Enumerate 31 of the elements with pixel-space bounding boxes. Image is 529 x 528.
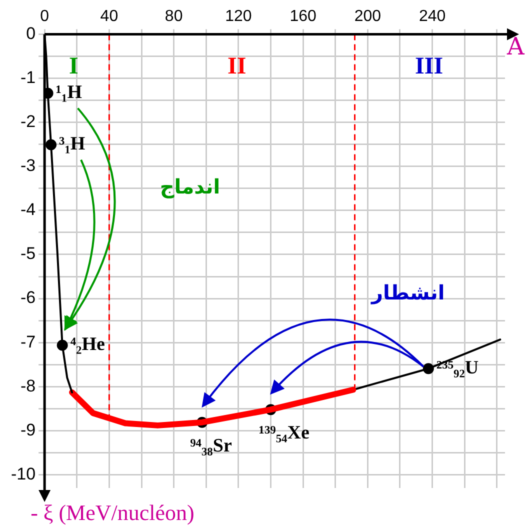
data-label: ³₁H	[59, 134, 86, 155]
x-tick-label: 120	[225, 8, 252, 26]
x-axis-title: A	[506, 32, 525, 60]
x-tick-label: 160	[290, 8, 316, 26]
y-tick-label: -1	[20, 68, 36, 87]
data-label: ⁴₂He	[70, 334, 105, 356]
y-tick-label: -8	[20, 376, 36, 396]
y-tick-label: 0	[26, 24, 36, 43]
data-label: ¹³⁹₅₄Xe	[258, 422, 310, 444]
y-tick-label: -3	[20, 156, 36, 176]
y-tick-label: -2	[20, 112, 36, 132]
annotation: انشطار	[370, 280, 445, 304]
y-tick-label: -9	[20, 420, 36, 440]
x-tick-label: 200	[354, 8, 382, 26]
y-tick-label: -10	[10, 464, 36, 484]
text: - ξ (MeV/nucléon)	[30, 500, 194, 525]
annotation: I	[68, 53, 78, 80]
y-tick-label: -4	[20, 200, 36, 220]
x-tick-label: 40	[100, 8, 118, 26]
y-tick-label: -6	[20, 288, 36, 308]
x-tick-label: 0	[40, 8, 50, 26]
x-tick-label: 80	[164, 8, 183, 26]
annotation: اندماج	[160, 174, 220, 199]
data-label: ¹₁H	[56, 82, 82, 104]
y-tick-label: -7	[20, 332, 36, 352]
x-tick-label: 240	[418, 8, 446, 26]
data-label: ⁹⁴₃₈Sr	[190, 435, 232, 456]
data-label: ²³⁵₉₂U	[436, 358, 479, 379]
annotation: III	[415, 53, 444, 80]
y-tick-label: -5	[20, 244, 36, 264]
annotation: II	[227, 53, 246, 80]
